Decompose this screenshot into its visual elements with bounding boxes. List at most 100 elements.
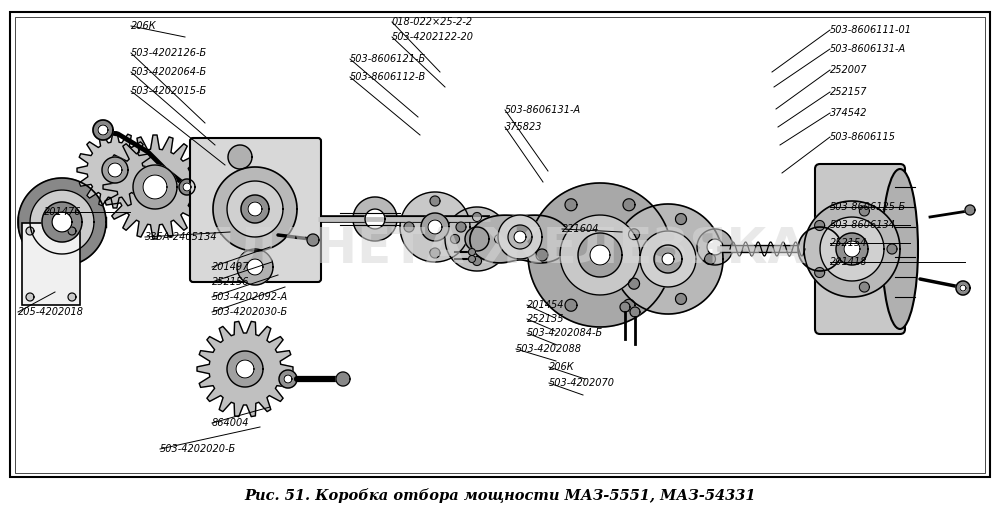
Text: 503-4202084-Б: 503-4202084-Б	[527, 328, 603, 338]
Text: 375823: 375823	[505, 122, 542, 132]
Polygon shape	[400, 192, 470, 262]
Text: 201497: 201497	[212, 262, 250, 272]
Polygon shape	[662, 253, 674, 265]
Text: 018-022×25-2-2: 018-022×25-2-2	[392, 17, 473, 27]
Bar	[22, 223, 80, 305]
Polygon shape	[654, 245, 682, 273]
Polygon shape	[404, 222, 414, 232]
Polygon shape	[887, 244, 897, 254]
Text: 503-8606134: 503-8606134	[830, 220, 896, 230]
Polygon shape	[498, 215, 542, 259]
Text: 503-8606111-01: 503-8606111-01	[830, 25, 912, 35]
Polygon shape	[815, 220, 825, 230]
Text: 503-4202088: 503-4202088	[516, 344, 582, 354]
Polygon shape	[675, 213, 686, 225]
Polygon shape	[469, 249, 476, 256]
Polygon shape	[820, 217, 884, 281]
Text: 864004: 864004	[212, 418, 250, 428]
Polygon shape	[630, 307, 640, 317]
Polygon shape	[623, 299, 635, 311]
Polygon shape	[102, 157, 128, 183]
Polygon shape	[473, 257, 482, 266]
Polygon shape	[470, 215, 570, 263]
Polygon shape	[652, 249, 664, 261]
Polygon shape	[815, 268, 825, 278]
Text: 503-8606131-А: 503-8606131-А	[830, 44, 906, 54]
Polygon shape	[236, 360, 254, 378]
Polygon shape	[514, 231, 526, 243]
Polygon shape	[445, 207, 509, 271]
Polygon shape	[859, 282, 869, 292]
Text: 206К: 206К	[131, 21, 157, 31]
Polygon shape	[68, 293, 76, 301]
Polygon shape	[623, 199, 635, 211]
Text: 252157: 252157	[830, 87, 868, 97]
Polygon shape	[248, 202, 262, 216]
Text: 503-4202070: 503-4202070	[549, 378, 615, 388]
Text: Рис. 51. Коробка отбора мощности МАЗ-5551, МАЗ-54331: Рис. 51. Коробка отбора мощности МАЗ-555…	[244, 487, 756, 503]
Polygon shape	[336, 372, 350, 386]
Polygon shape	[42, 202, 82, 242]
Polygon shape	[307, 234, 319, 246]
Text: 201476: 201476	[44, 207, 82, 217]
Text: 221604: 221604	[562, 224, 600, 234]
Polygon shape	[697, 229, 733, 265]
Polygon shape	[428, 220, 442, 234]
Polygon shape	[859, 206, 869, 216]
Polygon shape	[353, 197, 397, 241]
Polygon shape	[508, 225, 532, 249]
Polygon shape	[26, 227, 34, 235]
Polygon shape	[640, 231, 696, 287]
Polygon shape	[227, 181, 283, 237]
Polygon shape	[77, 132, 153, 208]
Text: 205-4202018: 205-4202018	[18, 307, 84, 317]
Polygon shape	[565, 299, 577, 311]
Polygon shape	[284, 375, 292, 383]
Text: 503-4202092-А: 503-4202092-А	[212, 292, 288, 302]
Polygon shape	[956, 281, 970, 295]
FancyBboxPatch shape	[815, 164, 905, 334]
Text: 503-8606125-Б: 503-8606125-Б	[830, 202, 906, 212]
Polygon shape	[133, 165, 177, 209]
Text: ПЛАНЕТА ЖЕЛЕЗЯКА: ПЛАНЕТА ЖЕЛЕЗЯКА	[193, 225, 807, 273]
Polygon shape	[26, 293, 34, 301]
Text: 503-8606131-А: 503-8606131-А	[505, 105, 581, 115]
Polygon shape	[430, 248, 440, 258]
Polygon shape	[108, 163, 122, 177]
Polygon shape	[965, 205, 975, 215]
Text: 503-4202064-Б: 503-4202064-Б	[131, 67, 207, 77]
Polygon shape	[430, 196, 440, 206]
Polygon shape	[68, 227, 76, 235]
Text: 252156: 252156	[212, 277, 250, 287]
Text: 201418: 201418	[830, 257, 868, 267]
Polygon shape	[613, 204, 723, 314]
Text: 503-4202030-Б: 503-4202030-Б	[212, 307, 288, 317]
Polygon shape	[629, 229, 640, 240]
Polygon shape	[705, 253, 716, 265]
Polygon shape	[197, 321, 293, 416]
Text: 503-8606121-Б: 503-8606121-Б	[350, 54, 426, 64]
Polygon shape	[836, 233, 868, 265]
Polygon shape	[98, 125, 108, 135]
Polygon shape	[528, 183, 672, 327]
Polygon shape	[237, 249, 273, 285]
Polygon shape	[844, 241, 860, 257]
Polygon shape	[565, 199, 577, 211]
Text: 503-4202122-20: 503-4202122-20	[392, 32, 474, 42]
Polygon shape	[960, 285, 966, 291]
Polygon shape	[451, 235, 460, 243]
Polygon shape	[179, 179, 195, 195]
Polygon shape	[629, 278, 640, 289]
Text: 503-8606112-В: 503-8606112-В	[350, 72, 426, 82]
Polygon shape	[495, 235, 504, 243]
Polygon shape	[421, 213, 449, 241]
Polygon shape	[473, 212, 482, 221]
Polygon shape	[536, 249, 548, 261]
Polygon shape	[93, 120, 113, 140]
Text: 503-4202020-Б: 503-4202020-Б	[160, 444, 236, 454]
Text: 335А-2405134: 335А-2405134	[145, 232, 218, 242]
Bar	[15, 17, 985, 473]
Text: 252135: 252135	[527, 314, 564, 324]
Bar	[10, 12, 990, 477]
Polygon shape	[798, 227, 842, 271]
